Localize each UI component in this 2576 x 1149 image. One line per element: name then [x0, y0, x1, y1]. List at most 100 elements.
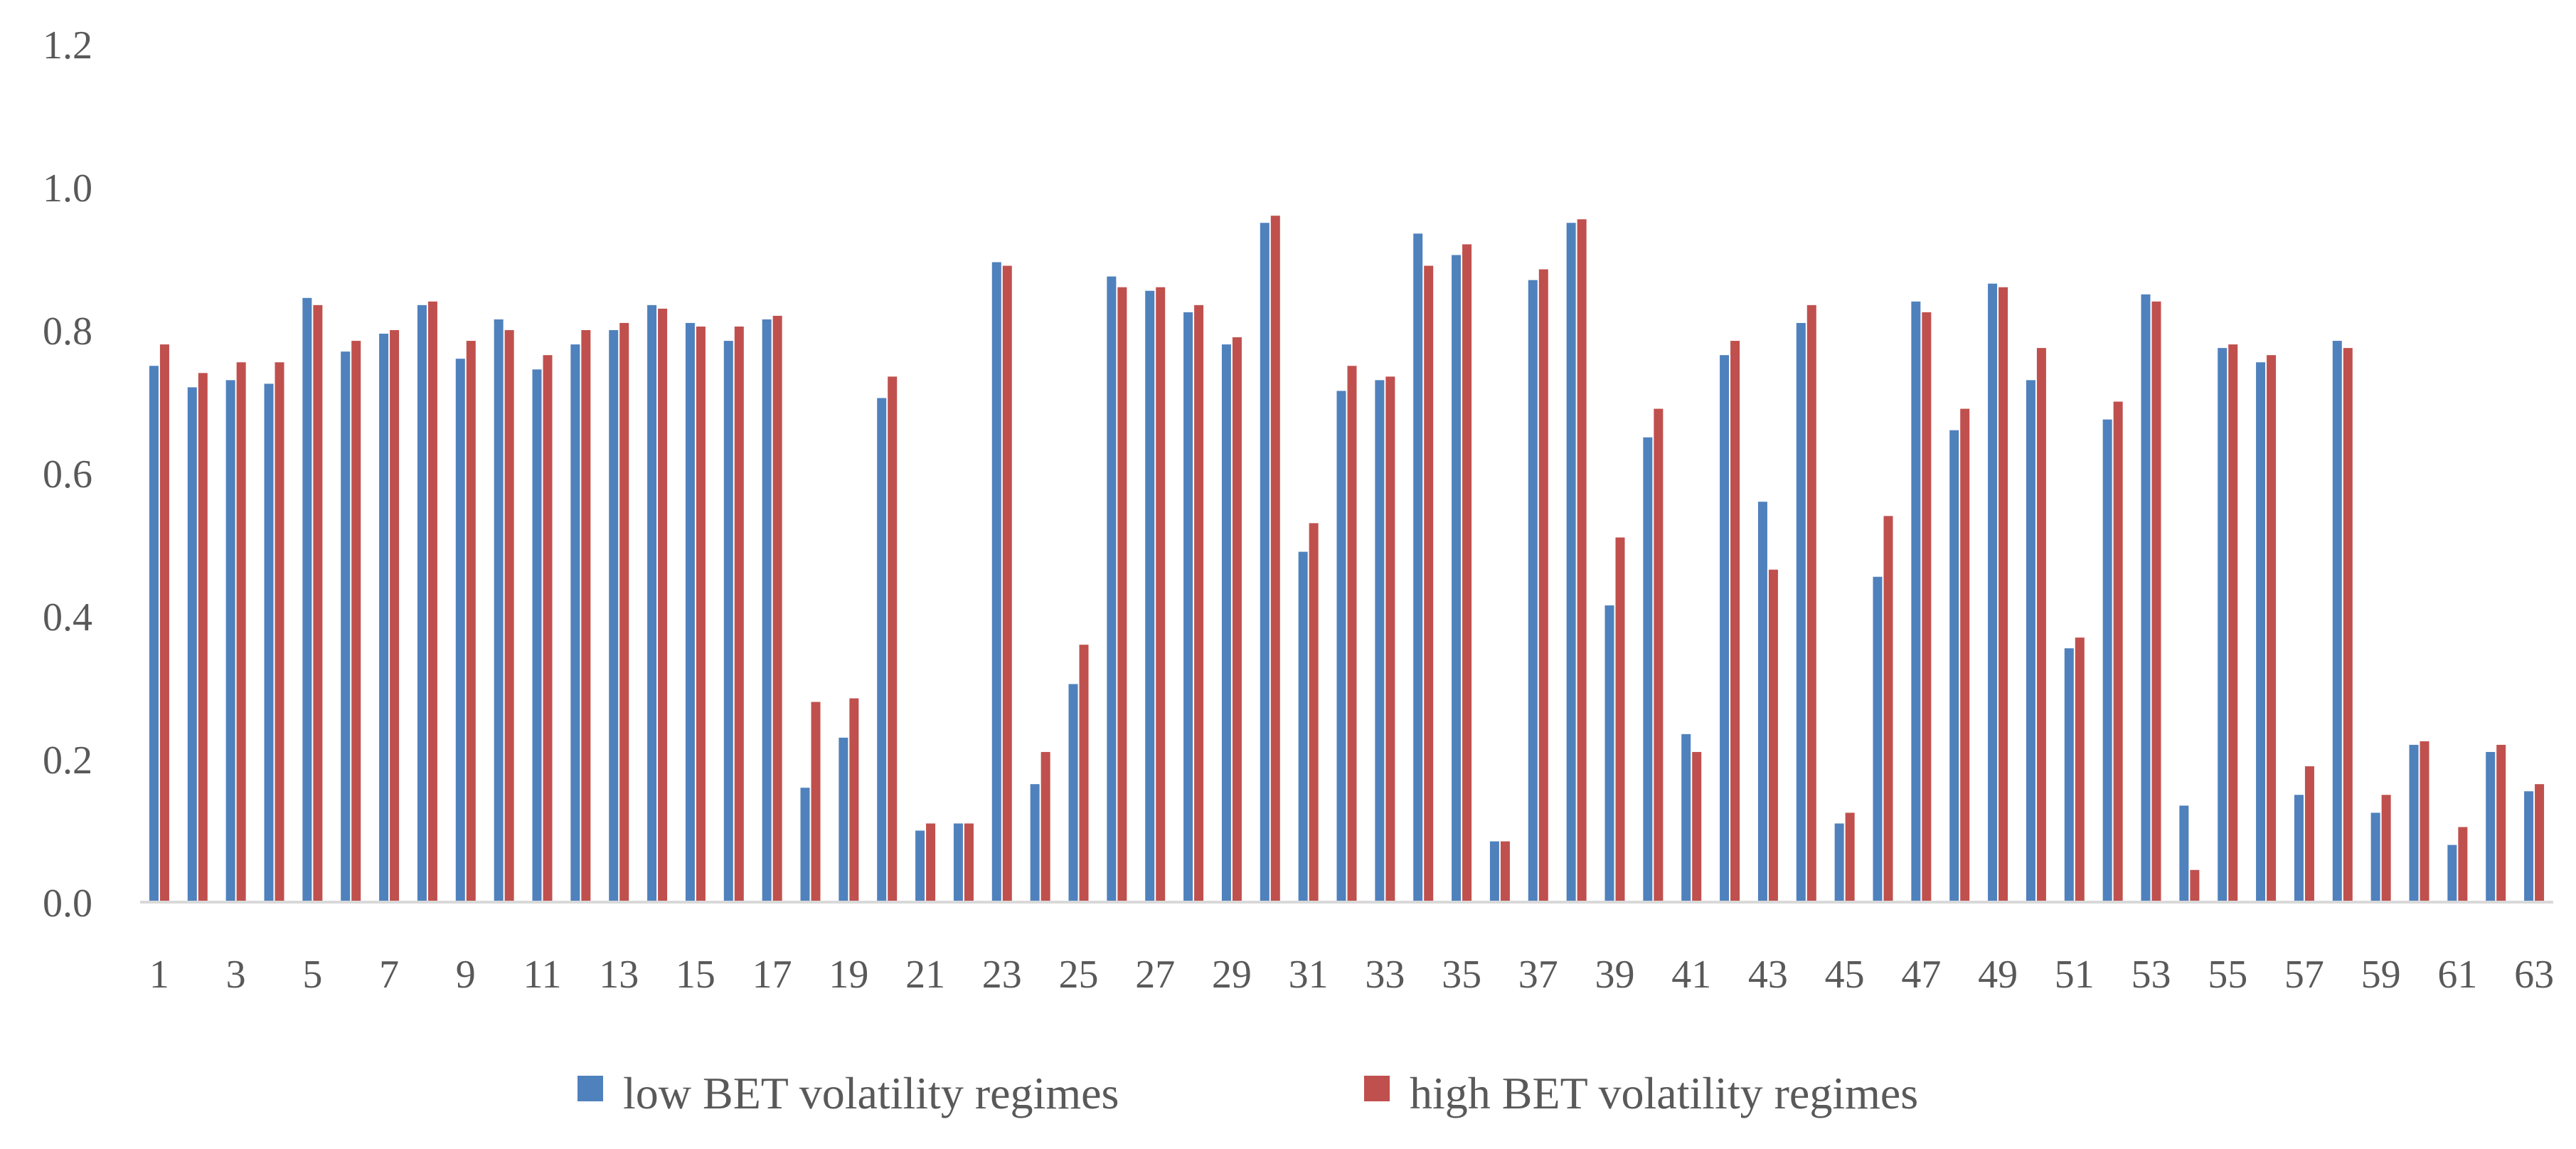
x-tick-label: 41 [1671, 953, 1711, 997]
bar-low-28 [1183, 312, 1193, 903]
bar-high-27 [1156, 287, 1166, 902]
bar-low-32 [1336, 391, 1346, 902]
bar-low-31 [1298, 551, 1308, 902]
x-tick-label: 29 [1212, 953, 1252, 997]
bar-low-30 [1260, 223, 1270, 902]
bar-low-44 [1796, 322, 1806, 902]
x-tick-label: 5 [302, 953, 322, 997]
bar-high-3 [236, 362, 246, 903]
bar-high-6 [351, 341, 361, 903]
legend-swatch-low [578, 1076, 603, 1101]
bar-high-15 [696, 326, 706, 903]
bar-high-5 [313, 305, 323, 903]
bar-low-15 [685, 322, 695, 902]
bar-high-44 [1806, 305, 1816, 903]
bar-low-45 [1834, 823, 1844, 902]
bar-low-6 [341, 351, 351, 902]
x-tick-label: 3 [226, 953, 246, 997]
bar-low-1 [149, 366, 159, 902]
bar-high-4 [275, 362, 284, 903]
bar-high-26 [1117, 287, 1127, 902]
bar-high-54 [2190, 869, 2200, 902]
bar-high-38 [1577, 219, 1587, 903]
bar-high-13 [619, 322, 629, 902]
bar-low-62 [2486, 751, 2496, 902]
bar-high-2 [198, 373, 208, 902]
bar-low-58 [2332, 341, 2342, 903]
x-tick-label: 45 [1825, 953, 1865, 997]
x-tick-label: 23 [982, 953, 1022, 997]
y-tick-label: 0.6 [43, 452, 92, 497]
bar-low-4 [264, 383, 274, 903]
bar-low-7 [379, 334, 389, 902]
bar-low-50 [2026, 380, 2035, 902]
bar-high-37 [1538, 269, 1548, 902]
bar-high-51 [2075, 637, 2085, 902]
bar-high-56 [2267, 355, 2277, 902]
bar-high-39 [1615, 537, 1625, 902]
legend-label-high: high BET volatility regimes [1410, 1068, 1918, 1118]
bar-high-25 [1079, 645, 1089, 902]
x-tick-label: 53 [2131, 953, 2171, 997]
x-tick-label: 35 [1442, 953, 1481, 997]
bar-low-59 [2370, 812, 2380, 903]
bar-high-40 [1654, 408, 1664, 902]
bar-high-8 [427, 301, 437, 902]
bar-low-26 [1107, 276, 1117, 902]
bar-low-13 [609, 330, 619, 902]
bar-low-2 [187, 387, 197, 902]
bar-high-1 [159, 344, 169, 903]
y-tick-label: 0.4 [43, 595, 92, 640]
bar-high-19 [849, 698, 859, 902]
bar-low-24 [1030, 784, 1040, 902]
bar-high-28 [1194, 305, 1204, 903]
bar-low-19 [839, 737, 848, 902]
x-tick-label: 61 [2437, 953, 2477, 997]
bar-high-12 [581, 330, 591, 902]
bar-high-61 [2458, 827, 2468, 902]
bar-high-41 [1692, 751, 1702, 902]
bar-low-29 [1221, 344, 1231, 903]
bar-low-43 [1757, 502, 1767, 902]
bar-high-57 [2304, 766, 2314, 902]
legend-swatch-high [1364, 1076, 1390, 1101]
x-tick-label: 33 [1365, 953, 1405, 997]
bar-low-18 [800, 788, 810, 902]
bar-low-60 [2409, 744, 2419, 902]
y-tick-label: 1.2 [43, 23, 92, 68]
bar-high-35 [1462, 244, 1472, 902]
x-tick-label: 25 [1059, 953, 1099, 997]
y-axis-tick-labels: 0.0 0.2 0.4 0.6 0.8 1.0 1.2 [43, 23, 92, 926]
x-tick-label: 55 [2208, 953, 2247, 997]
bar-high-29 [1232, 337, 1242, 902]
x-tick-label: 9 [456, 953, 476, 997]
bar-high-17 [772, 315, 782, 902]
bar-high-59 [2381, 795, 2391, 902]
x-tick-label: 7 [379, 953, 399, 997]
y-tick-label: 0.8 [43, 309, 92, 354]
x-tick-label: 1 [149, 953, 169, 997]
bar-high-18 [811, 701, 821, 902]
bar-low-42 [1720, 355, 1730, 902]
bar-high-43 [1768, 569, 1778, 902]
x-tick-label: 37 [1518, 953, 1558, 997]
bar-low-49 [1988, 283, 1998, 902]
x-tick-label: 47 [1901, 953, 1941, 997]
bar-low-38 [1566, 223, 1576, 902]
bar-high-48 [1960, 408, 1970, 902]
x-tick-label: 15 [676, 953, 715, 997]
bar-low-47 [1911, 301, 1921, 902]
bar-high-55 [2228, 344, 2238, 903]
x-tick-label: 39 [1595, 953, 1635, 997]
bar-low-41 [1681, 734, 1691, 902]
x-tick-label: 59 [2361, 953, 2401, 997]
x-tick-label: 27 [1135, 953, 1175, 997]
x-tick-label: 43 [1748, 953, 1788, 997]
bar-high-53 [2151, 301, 2161, 902]
y-tick-label: 0.0 [43, 881, 92, 926]
bar-high-46 [1883, 516, 1893, 902]
bar-high-49 [1998, 287, 2008, 902]
bar-high-33 [1385, 376, 1395, 902]
series-high-bars [159, 216, 2545, 903]
